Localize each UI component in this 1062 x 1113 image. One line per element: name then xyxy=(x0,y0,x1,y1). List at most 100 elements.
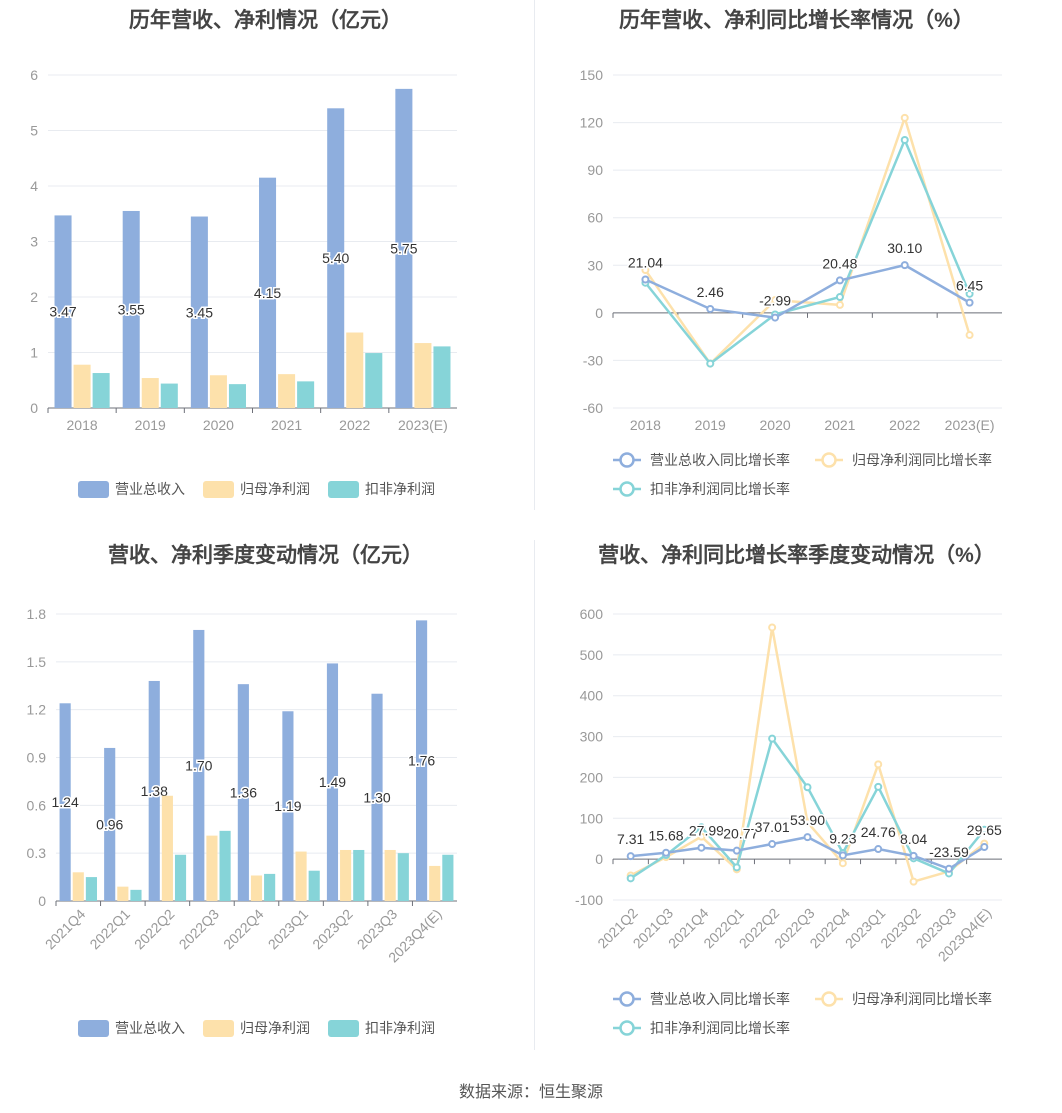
data-label: -2.99 xyxy=(759,293,791,309)
data-point xyxy=(900,136,909,145)
data-label: 1.36 xyxy=(230,785,257,801)
bar xyxy=(340,849,352,901)
bar xyxy=(193,629,205,901)
y-tick-label: 400 xyxy=(580,688,604,704)
bar xyxy=(395,88,413,408)
quarterly-amount-panel: 营收、净利季度变动情况（亿元） 0 0.3 0.6 0.9 1.2 1.5 1.8 2021Q… xyxy=(0,535,531,1070)
data-point xyxy=(803,818,812,827)
data-point xyxy=(768,623,777,632)
x-tick-label: 2021Q4 xyxy=(42,906,89,953)
data-source: 数据来源：恒生聚源 xyxy=(458,1084,603,1101)
y-tick-label: 3 xyxy=(30,234,38,250)
legend-label: 扣非净利润 xyxy=(365,481,435,497)
data-point xyxy=(697,832,706,841)
data-label: 1.24 xyxy=(52,794,79,810)
y-tick-label: 200 xyxy=(580,769,604,785)
data-label: 29.65 xyxy=(967,822,1002,838)
data-point xyxy=(838,851,847,860)
y-tick-label: 0 xyxy=(595,851,603,867)
y-tick-label: 1.8 xyxy=(27,606,47,622)
legend-swatch xyxy=(619,452,635,468)
x-tick-label: 2020 xyxy=(760,417,791,433)
data-label: 9.23 xyxy=(829,830,856,846)
bar xyxy=(259,177,277,408)
data-label: 3.45 xyxy=(186,304,213,320)
y-tick-label: 60 xyxy=(587,210,603,226)
y-tick-label: 0.9 xyxy=(27,750,47,766)
legend-swatch xyxy=(619,1020,635,1036)
bar xyxy=(353,849,365,901)
bar xyxy=(130,889,142,901)
data-point xyxy=(641,275,650,284)
y-tick-label: 0.3 xyxy=(27,845,47,861)
bar xyxy=(414,343,432,408)
data-point xyxy=(965,289,974,298)
data-label: 37.01 xyxy=(755,819,790,835)
bar xyxy=(326,663,339,901)
bar xyxy=(59,703,71,901)
data-label: 2.46 xyxy=(697,284,724,300)
data-label: 7.31 xyxy=(617,831,644,847)
data-point xyxy=(909,877,918,886)
x-tick-label: 2021 xyxy=(271,417,302,433)
x-tick-label: 2022Q3 xyxy=(176,906,223,953)
x-tick-label: 2023(E) xyxy=(945,417,995,433)
data-point xyxy=(980,843,989,852)
bar xyxy=(174,854,187,901)
data-point xyxy=(900,261,909,270)
x-tick-label: 2020 xyxy=(203,417,234,433)
x-tick-label: 2018 xyxy=(67,417,98,433)
data-point xyxy=(803,783,812,792)
y-tick-label: 90 xyxy=(587,162,603,178)
data-point xyxy=(835,293,844,301)
data-point xyxy=(835,276,844,285)
series-line xyxy=(644,113,971,366)
bar xyxy=(54,215,72,408)
legend-label: 归母净利润 xyxy=(240,1020,310,1036)
data-label: 3.47 xyxy=(49,304,76,320)
legend-swatch xyxy=(619,481,635,497)
data-label: 1.38 xyxy=(141,783,168,799)
y-tick-label: 0 xyxy=(38,893,46,909)
data-label: 4.15 xyxy=(254,285,281,301)
data-point xyxy=(874,782,883,791)
data-point xyxy=(768,840,777,849)
bar xyxy=(148,680,160,901)
data-point xyxy=(838,859,847,868)
bar xyxy=(327,108,345,409)
legend-label: 归母净利润 xyxy=(240,481,310,497)
data-label: 5.40 xyxy=(322,250,349,266)
series-line xyxy=(644,136,971,366)
y-tick-label: 300 xyxy=(580,729,604,745)
bar xyxy=(308,870,320,901)
bar xyxy=(282,711,294,901)
data-point xyxy=(641,266,650,275)
y-tick-label: 500 xyxy=(580,647,604,663)
data-point xyxy=(626,874,635,883)
data-point xyxy=(980,825,989,834)
legend-swatch xyxy=(78,1020,109,1037)
y-tick-label: -100 xyxy=(575,892,603,908)
bar xyxy=(250,875,263,901)
bar xyxy=(209,375,227,408)
bar xyxy=(161,795,173,901)
y-tick-label: 5 xyxy=(30,123,38,139)
bar xyxy=(122,210,140,408)
data-point xyxy=(965,298,974,307)
legend-label: 营业总收入 xyxy=(115,1020,185,1036)
data-point xyxy=(706,304,715,313)
bar xyxy=(92,373,110,408)
legend-swatch xyxy=(203,1020,234,1037)
data-point xyxy=(662,848,671,857)
bar xyxy=(278,374,296,408)
bar xyxy=(160,383,178,408)
legend-swatch xyxy=(78,481,109,498)
x-tick-label: 2022Q2 xyxy=(131,906,178,953)
y-tick-label: 150 xyxy=(580,67,604,83)
x-tick-label: 2018 xyxy=(630,417,661,433)
data-point xyxy=(697,843,706,852)
bar xyxy=(346,332,364,408)
y-tick-label: -30 xyxy=(583,352,603,368)
chart-title: 营收、净利季度变动情况（亿元） xyxy=(108,544,423,567)
data-point xyxy=(771,313,780,322)
